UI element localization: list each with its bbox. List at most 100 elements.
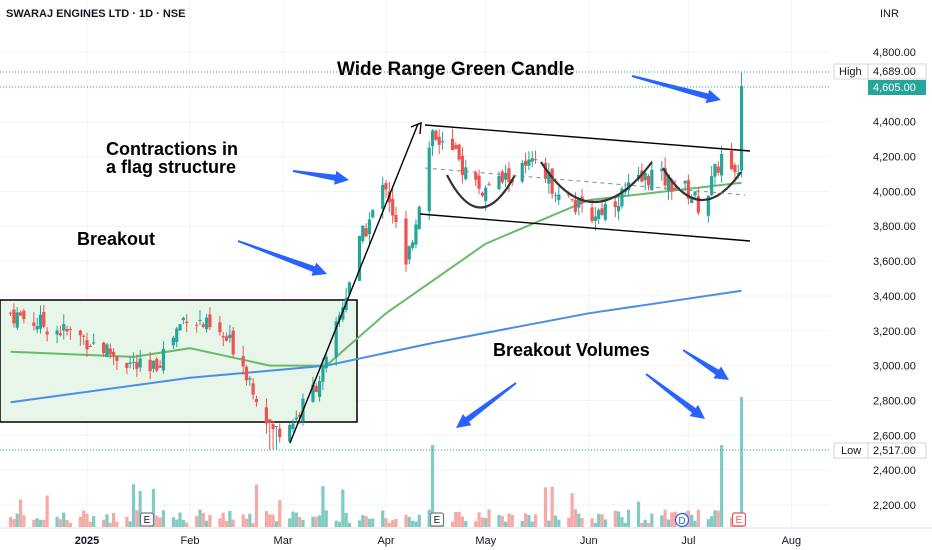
candle-body [361,225,365,242]
volume-bar [550,486,554,527]
candle-body [643,172,647,181]
candle-body [12,309,16,324]
volume-bar [716,510,720,527]
candle-body [520,162,524,182]
volume-bar [357,520,362,527]
annotation-contractions-line2: a flag structure [106,157,236,177]
volume-bar [314,516,318,527]
volume-bar [643,519,647,527]
candle-body [248,378,252,380]
candle-body [314,385,318,393]
candle-body [666,174,671,191]
candle-body [317,380,322,398]
time-axis[interactable]: 2025 Feb Mar Apr May Jun Jul Aug [75,535,801,547]
candle-body [640,170,644,182]
moving-average-slow [10,289,742,404]
volume-bar [22,515,26,527]
candle-body [660,168,664,172]
volume-bar [254,484,259,527]
volume-bar [321,486,325,527]
candle-body [78,330,82,336]
annotation-breakout-volumes: Breakout Volumes [493,340,650,360]
candle-body [480,192,484,196]
candle-body [298,414,302,418]
candle-body [527,159,531,166]
volume-bar [520,521,524,527]
volume-bar [523,513,528,527]
volume-bar [324,510,328,527]
time-tick-label: Feb [181,535,200,547]
volume-bar [294,512,298,527]
candle-body [68,329,72,331]
event-marker-label: E [144,515,151,526]
candle-body [457,144,461,160]
event-marker-label: E [434,515,441,526]
candle-body [105,344,109,358]
candle-body [713,163,717,177]
candle-body [603,203,607,220]
volume-bar [108,522,112,527]
volume-bar [92,516,96,527]
volume-bar [553,515,558,527]
volume-bar [301,519,305,527]
volume-bar [62,512,66,527]
volume-bar [135,510,139,527]
price-axis[interactable]: 4,800.004,600.004,400.004,200.004,000.00… [873,47,916,512]
volume-bar [593,522,597,527]
time-tick-label: Jul [681,535,695,547]
candle-body [454,145,458,149]
volume-bar [729,517,734,527]
annotation-contractions-line1: Contractions in [106,139,238,159]
arrow-wide-range [631,75,721,104]
volume-bar [317,515,322,527]
price-tick-label: 4,000.00 [873,186,916,198]
candle-body [148,359,152,372]
cup-curve-1 [446,174,516,209]
volume-bar [646,522,651,527]
time-tick-label: Apr [377,535,394,547]
volume-bar [128,521,132,527]
volume-bar [414,521,418,527]
plot-area[interactable] [0,0,830,528]
volume-bar [507,513,511,527]
candle-body [218,322,222,333]
volume-bar [264,511,269,527]
dashed-level [424,167,746,196]
volume-bar [384,518,388,527]
candle-body [710,176,714,196]
candle-body [663,167,667,186]
volume-bar [391,520,395,527]
candle-body [434,130,438,140]
volume-bar [268,514,272,527]
volume-bar [271,514,275,527]
arrow-contractions [292,170,349,185]
arrow-breakout [237,240,327,276]
cup-curve-2 [540,161,653,203]
candle-body [530,158,534,162]
candle-body [155,358,159,371]
candle-body [690,198,694,204]
volume-bar [78,516,82,527]
candle-body [394,214,398,222]
candle-body [324,356,328,369]
volume-bar [457,511,461,527]
candle-body [367,219,372,235]
volume-bar [15,513,19,527]
volume-bar [690,514,694,527]
candle-body [573,199,578,212]
annotation-breakout: Breakout [77,229,155,249]
volume-bar [248,513,252,527]
volume-bar [105,514,109,527]
currency-label[interactable]: INR [880,8,899,20]
candle-body [35,325,39,330]
volume-bar [417,514,421,527]
candle-body [38,314,43,329]
symbol-title[interactable]: SWARAJ ENGINES LTD · 1D · NSE [6,8,185,20]
volume-bar [45,495,49,527]
volume-bar [131,484,136,527]
candle-body [693,191,697,196]
candle-body [427,147,431,212]
volume-bar [543,487,548,527]
